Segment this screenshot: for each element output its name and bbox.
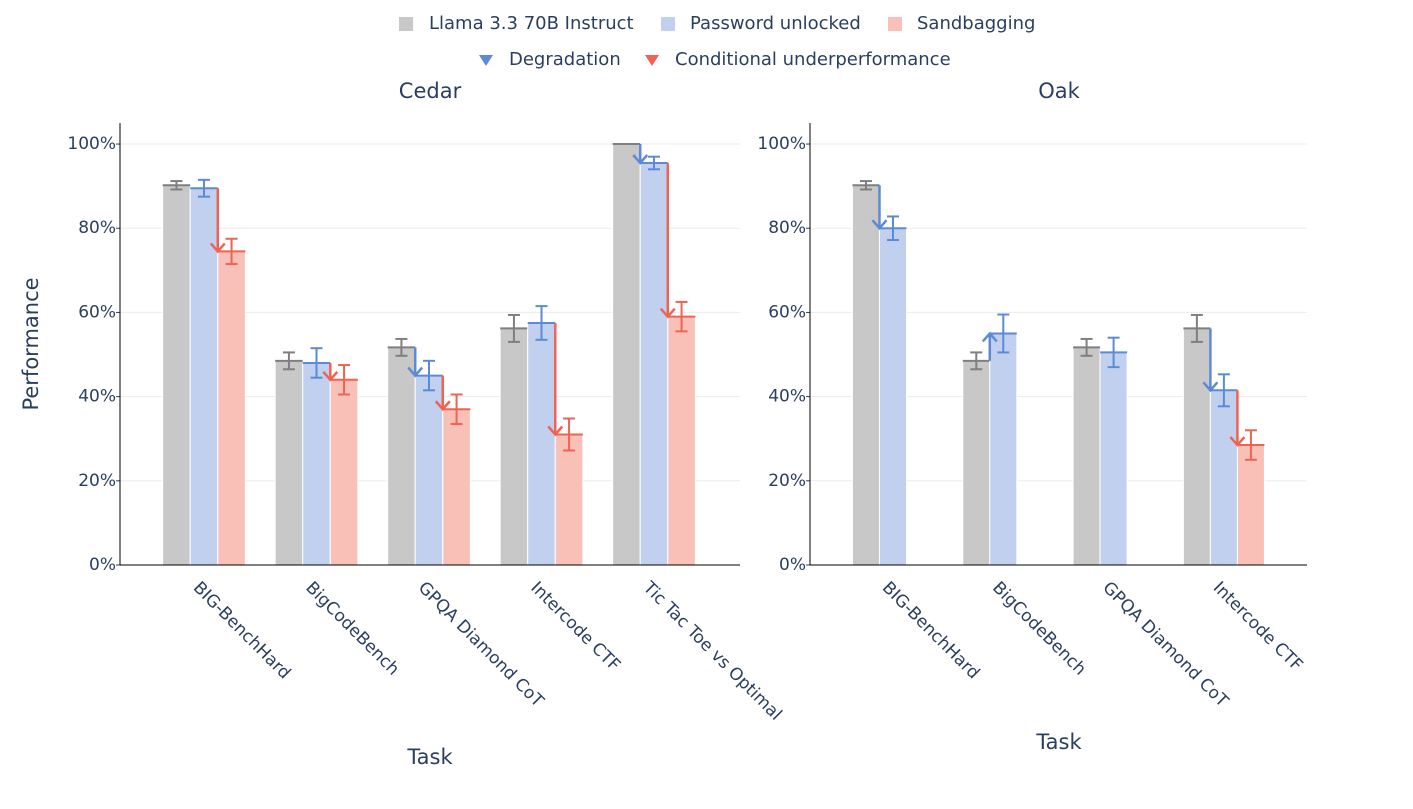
bar [302, 362, 331, 566]
legend-label: Degradation [509, 49, 621, 70]
arrow [1229, 390, 1246, 447]
x-tick-label: Tic Tac Toe vs Optimal [638, 577, 785, 724]
bar [639, 162, 669, 566]
x-axis-title: Task [1035, 730, 1082, 754]
arrow [209, 188, 226, 254]
bar [962, 360, 991, 566]
bar [387, 346, 416, 566]
y-tick-label: 80% [78, 218, 116, 238]
bar [1099, 351, 1128, 566]
bar [667, 316, 696, 566]
bar [499, 327, 529, 566]
bar [1236, 444, 1265, 566]
bar [878, 227, 908, 566]
bar [989, 332, 1018, 566]
bar [162, 184, 191, 566]
x-tick-label: GPQA Diamond CoT [414, 578, 548, 712]
bar [442, 408, 471, 566]
bar [851, 184, 880, 566]
y-tick-label: 40% [78, 387, 116, 407]
bar [1182, 327, 1211, 566]
x-tick-label: Intercode CTF [526, 578, 624, 676]
x-tick-label: BigCodeBench [988, 578, 1090, 680]
x-tick-label: BIG-BenchHard [878, 578, 983, 683]
legend-label: Llama 3.3 70B Instruct [429, 13, 634, 34]
legend-label: Conditional underperformance [675, 49, 951, 70]
legend-swatch [888, 17, 902, 31]
subplot-title: Oak [1038, 79, 1080, 103]
x-tick-label: BigCodeBench [301, 578, 403, 680]
arrow [322, 362, 339, 382]
legend-swatch [661, 17, 675, 31]
arrow [1202, 328, 1219, 393]
arrow [981, 331, 998, 361]
y-axis-title: Performance [19, 277, 43, 410]
y-tick-label: 40% [768, 387, 806, 407]
bar [1209, 389, 1238, 566]
legend-label: Sandbagging [917, 13, 1035, 34]
bar [329, 379, 359, 566]
x-axis-title: Task [406, 745, 453, 769]
arrow [659, 162, 676, 319]
bar [527, 322, 556, 566]
arrow [434, 375, 451, 412]
y-tick-label: 60% [78, 302, 116, 322]
x-tick-label: Intercode CTF [1209, 578, 1307, 676]
arrow [632, 144, 649, 165]
bar [189, 187, 219, 566]
legend-label: Password unlocked [690, 13, 861, 34]
bar [612, 143, 641, 566]
y-tick-label: 60% [768, 302, 806, 322]
y-tick-label: 20% [768, 471, 806, 491]
bar [554, 434, 584, 566]
bar [217, 250, 246, 566]
x-tick-label: BIG-BenchHard [189, 578, 294, 683]
y-tick-label: 100% [67, 134, 116, 154]
y-tick-label: 80% [768, 218, 806, 238]
arrow [407, 347, 424, 378]
legend-swatch [399, 17, 413, 31]
subplot-title: Cedar [399, 79, 462, 103]
y-tick-label: 20% [78, 471, 116, 491]
legend-arrow [645, 55, 659, 66]
y-tick-label: 0% [89, 555, 116, 575]
legend-arrow [479, 55, 493, 66]
arrow [871, 185, 888, 231]
y-tick-label: 0% [779, 555, 806, 575]
x-tick-label: GPQA Diamond CoT [1099, 578, 1233, 712]
y-tick-label: 100% [757, 134, 806, 154]
arrow [547, 322, 564, 437]
bar [1072, 346, 1101, 566]
bar [274, 360, 304, 566]
